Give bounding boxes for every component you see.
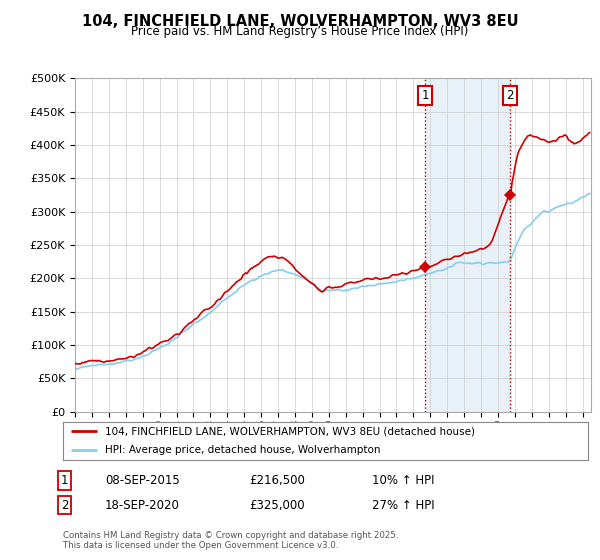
Text: HPI: Average price, detached house, Wolverhampton: HPI: Average price, detached house, Wolv…: [105, 445, 380, 455]
Text: 2: 2: [506, 88, 514, 101]
Text: £325,000: £325,000: [249, 498, 305, 512]
Text: 08-SEP-2015: 08-SEP-2015: [105, 474, 180, 487]
Text: 2: 2: [61, 498, 68, 512]
Text: 1: 1: [61, 474, 68, 487]
Bar: [425, 78, 510, 412]
Text: 104, FINCHFIELD LANE, WOLVERHAMPTON, WV3 8EU: 104, FINCHFIELD LANE, WOLVERHAMPTON, WV3…: [82, 14, 518, 29]
Text: Price paid vs. HM Land Registry’s House Price Index (HPI): Price paid vs. HM Land Registry’s House …: [131, 25, 469, 38]
Text: £216,500: £216,500: [249, 474, 305, 487]
Text: 104, FINCHFIELD LANE, WOLVERHAMPTON, WV3 8EU (detached house): 104, FINCHFIELD LANE, WOLVERHAMPTON, WV3…: [105, 426, 475, 436]
Text: 10% ↑ HPI: 10% ↑ HPI: [372, 474, 434, 487]
Text: 18-SEP-2020: 18-SEP-2020: [105, 498, 180, 512]
Text: 1: 1: [421, 88, 429, 101]
Text: 27% ↑ HPI: 27% ↑ HPI: [372, 498, 434, 512]
Text: Contains HM Land Registry data © Crown copyright and database right 2025.
This d: Contains HM Land Registry data © Crown c…: [63, 531, 398, 550]
